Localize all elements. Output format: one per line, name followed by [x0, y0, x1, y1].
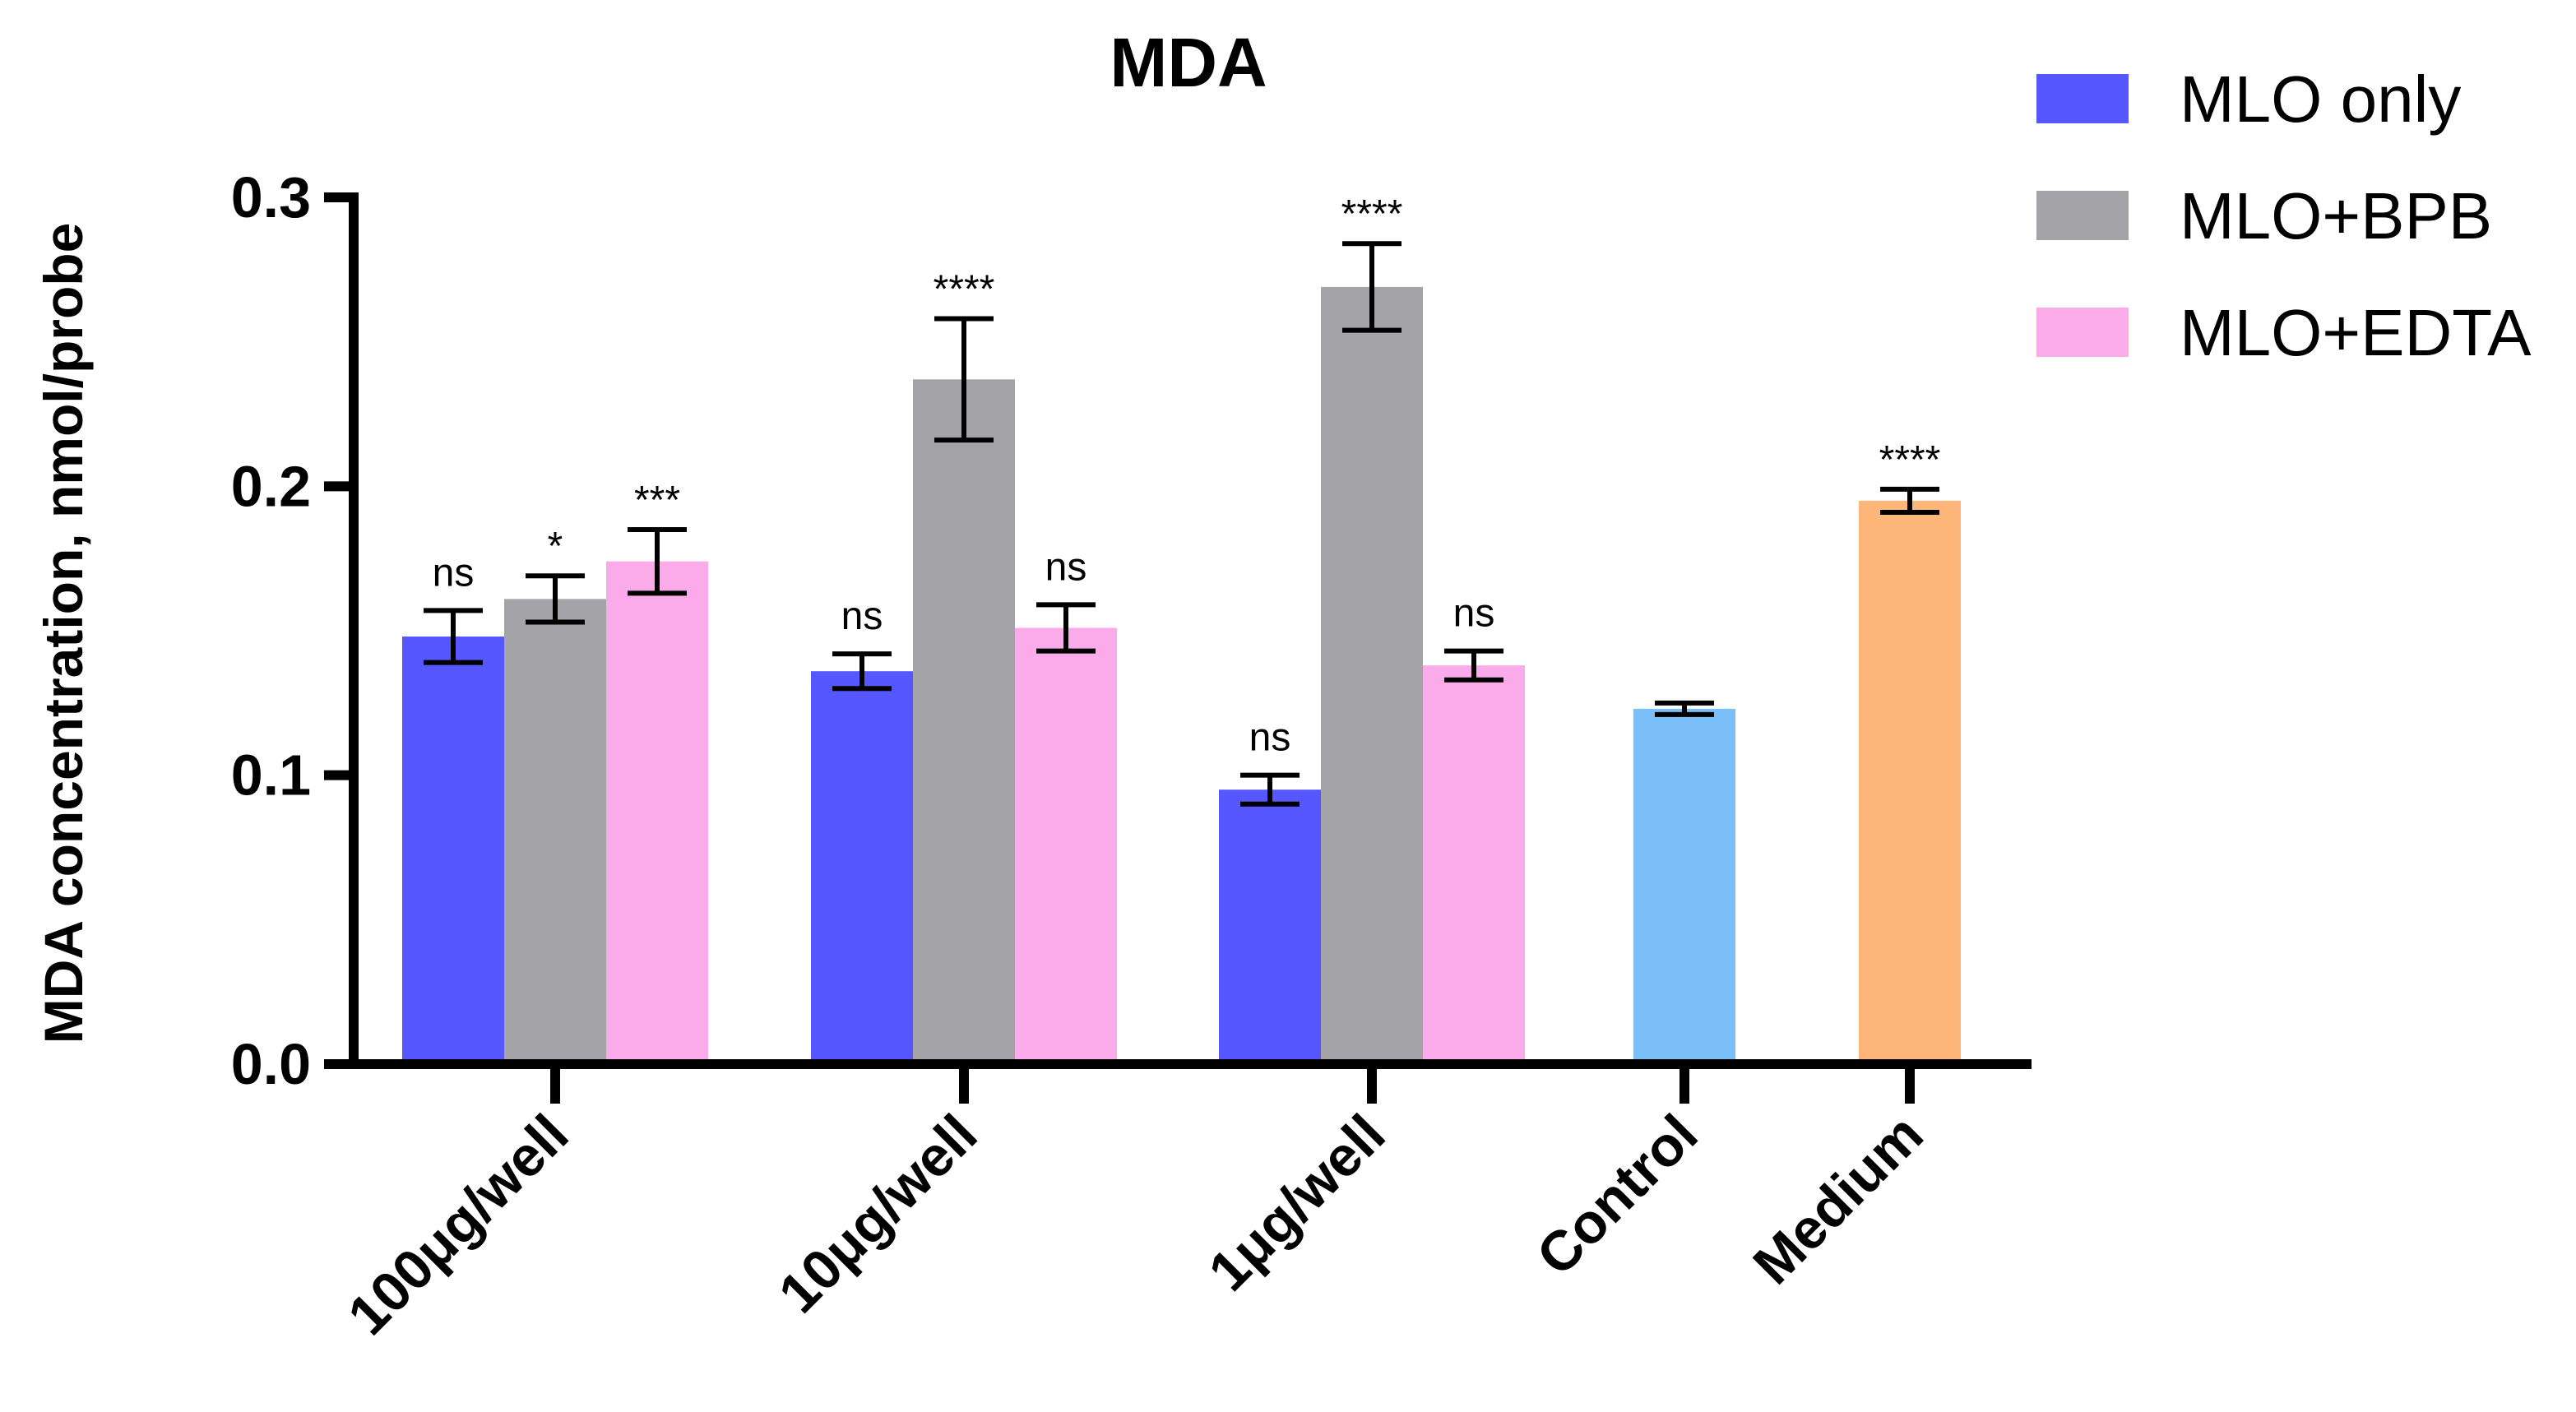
bar-100ug-well-mlo-plus-bpb	[504, 599, 606, 1064]
bar-1ug-well-mlo-plus-edta	[1423, 665, 1525, 1064]
bar-10ug-well-mlo-plus-edta	[1015, 627, 1117, 1064]
bar-100ug-well-mlo-only	[402, 637, 504, 1064]
legend-swatch	[2036, 74, 2129, 123]
legend-item-mlo-plus-bpb: MLO+BPB	[2036, 179, 2492, 252]
legend-item-mlo-plus-edta: MLO+EDTA	[2036, 296, 2532, 369]
x-tick-label-10ug-well: 10μg/well	[767, 1103, 989, 1325]
significance-label: ns	[1045, 545, 1087, 589]
legend-swatch	[2036, 308, 2129, 357]
error-bar-1ug-well-mlo-plus-edta	[1444, 648, 1503, 683]
bar-10ug-well-mlo-plus-bpb	[913, 379, 1015, 1065]
bar-1ug-well-mlo-only	[1219, 789, 1321, 1064]
error-bar-1ug-well-mlo-only	[1240, 772, 1300, 807]
y-tick-label: 0.1	[231, 743, 311, 808]
chart-title: MDA	[1110, 24, 1267, 101]
error-bar-100ug-well-mlo-plus-bpb	[526, 573, 585, 625]
significance-label: ns	[1249, 716, 1291, 760]
significance-label: ***	[634, 479, 680, 522]
y-tick-label: 0.0	[231, 1032, 311, 1096]
x-tick-label-medium: Medium	[1741, 1103, 1934, 1296]
legend-label: MLO only	[2180, 62, 2461, 136]
error-bar-10ug-well-mlo-only	[832, 651, 892, 692]
bar-control-control	[1633, 708, 1735, 1064]
y-tick-label: 0.2	[231, 454, 311, 518]
bar-1ug-well-mlo-plus-bpb	[1321, 286, 1423, 1064]
significance-label: ns	[433, 551, 475, 595]
x-tick-label-control: Control	[1525, 1103, 1710, 1288]
error-bar-medium-medium	[1880, 486, 1939, 515]
significance-label: ns	[841, 595, 883, 638]
legend-label: MLO+EDTA	[2180, 296, 2532, 369]
x-tick-label-100ug-well: 100μg/well	[336, 1103, 581, 1347]
error-bar-1ug-well-mlo-plus-bpb	[1342, 241, 1402, 333]
bar-medium-medium	[1859, 500, 1961, 1064]
error-bar-10ug-well-mlo-plus-bpb	[934, 316, 994, 443]
error-bar-100ug-well-mlo-only	[424, 608, 483, 665]
legend-swatch	[2036, 191, 2129, 240]
bar-10ug-well-mlo-only	[811, 671, 913, 1064]
significance-label: ****	[1341, 192, 1403, 236]
legend-label: MLO+BPB	[2180, 179, 2492, 252]
y-tick-label: 0.3	[231, 165, 311, 229]
x-tick-label-1ug-well: 1μg/well	[1197, 1103, 1397, 1303]
significance-label: ****	[934, 268, 995, 312]
bar-100ug-well-mlo-plus-edta	[606, 561, 708, 1064]
significance-label: *	[548, 525, 563, 568]
significance-label: ****	[1879, 438, 1941, 482]
error-bar-control-control	[1655, 700, 1714, 717]
error-bar-10ug-well-mlo-plus-edta	[1036, 602, 1096, 654]
significance-label: ns	[1453, 592, 1495, 636]
y-axis-label: MDA concentration, nmol/probe	[33, 223, 94, 1044]
legend-item-mlo-only: MLO only	[2036, 62, 2461, 136]
error-bar-100ug-well-mlo-plus-edta	[628, 527, 687, 596]
